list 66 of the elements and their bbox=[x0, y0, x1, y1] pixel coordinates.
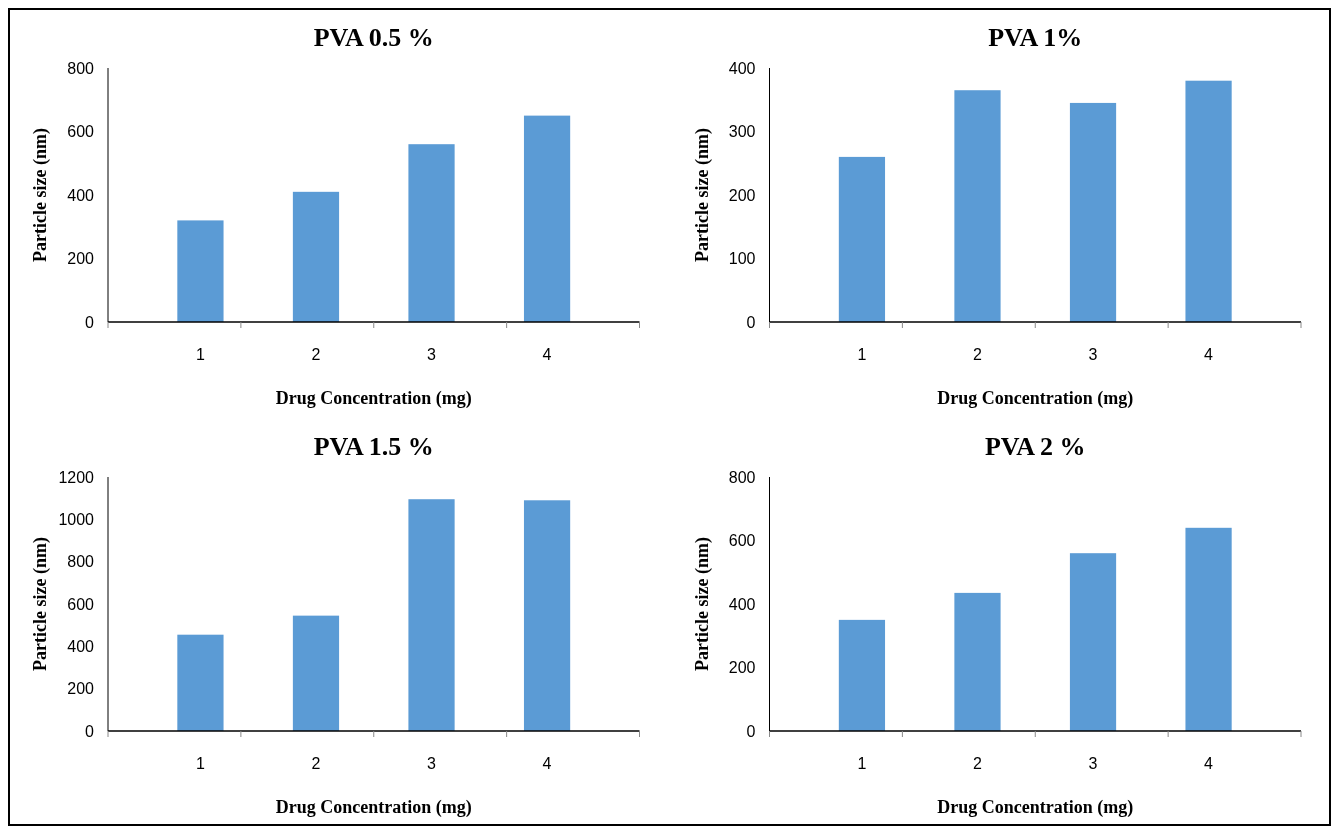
x-tick-label: 1 bbox=[195, 346, 205, 363]
y-tick-label: 0 bbox=[746, 313, 756, 331]
y-tick-label: 400 bbox=[67, 186, 95, 204]
y-tick-label: 600 bbox=[67, 595, 95, 613]
y-tick-label: 400 bbox=[728, 59, 756, 77]
y-tick-label: 800 bbox=[67, 553, 95, 571]
x-tick-label: 2 bbox=[311, 346, 321, 363]
y-tick-label: 800 bbox=[728, 468, 756, 486]
y-tick-label: 0 bbox=[85, 722, 95, 740]
y-tick-label: 200 bbox=[67, 250, 95, 268]
y-tick-label: 400 bbox=[728, 595, 756, 613]
y-tick-label: 200 bbox=[728, 186, 756, 204]
chart-title: PVA 2 % bbox=[984, 432, 1086, 461]
x-tick-label: 1 bbox=[857, 755, 867, 772]
x-tick-label: 3 bbox=[1088, 755, 1098, 772]
bar bbox=[177, 634, 224, 731]
x-tick-label: 2 bbox=[973, 755, 983, 772]
x-tick-label: 2 bbox=[973, 346, 983, 363]
bar bbox=[954, 592, 1001, 731]
y-axis-title: Particle size (nm) bbox=[691, 128, 713, 262]
x-tick-label: 2 bbox=[311, 755, 321, 772]
y-tick-label: 600 bbox=[728, 532, 756, 550]
y-tick-label: 0 bbox=[85, 313, 95, 331]
y-axis-title: Particle size (nm) bbox=[30, 128, 51, 262]
bar bbox=[292, 615, 340, 731]
chart-title: PVA 1.5 % bbox=[313, 432, 434, 461]
y-axis-title: Particle size (nm) bbox=[30, 537, 51, 671]
x-axis-title: Drug Concentration (mg) bbox=[937, 388, 1134, 409]
bar bbox=[838, 619, 886, 731]
y-tick-label: 800 bbox=[67, 59, 95, 77]
y-axis-title: Particle size (nm) bbox=[691, 537, 713, 671]
y-tick-label: 100 bbox=[728, 250, 756, 268]
bar bbox=[1069, 553, 1117, 731]
bar bbox=[1185, 527, 1232, 731]
y-tick-label: 300 bbox=[728, 123, 756, 141]
y-tick-label: 0 bbox=[746, 722, 756, 740]
x-tick-label: 1 bbox=[195, 755, 205, 772]
x-tick-label: 1 bbox=[857, 346, 867, 363]
chart-title: PVA 1% bbox=[988, 23, 1083, 52]
y-tick-label: 1200 bbox=[58, 468, 95, 486]
x-axis-title: Drug Concentration (mg) bbox=[937, 797, 1134, 818]
y-tick-label: 200 bbox=[728, 659, 756, 677]
y-tick-label: 400 bbox=[67, 637, 95, 655]
y-tick-label: 600 bbox=[67, 123, 95, 141]
bar bbox=[292, 191, 340, 322]
bar bbox=[1185, 80, 1232, 322]
x-tick-label: 3 bbox=[1088, 346, 1098, 363]
bar bbox=[1069, 102, 1117, 322]
x-tick-label: 4 bbox=[542, 755, 552, 772]
y-tick-label: 200 bbox=[67, 680, 95, 698]
bar bbox=[523, 115, 571, 322]
x-axis-title: Drug Concentration (mg) bbox=[275, 388, 472, 409]
y-tick-label: 1000 bbox=[58, 510, 95, 528]
bar bbox=[523, 500, 571, 731]
bar bbox=[177, 220, 224, 322]
bar bbox=[838, 156, 886, 322]
bar bbox=[408, 144, 455, 322]
x-tick-label: 4 bbox=[1204, 755, 1214, 772]
x-tick-label: 4 bbox=[1204, 346, 1214, 363]
x-tick-label: 3 bbox=[427, 346, 437, 363]
bar bbox=[954, 90, 1001, 322]
bar bbox=[408, 499, 455, 731]
x-axis-title: Drug Concentration (mg) bbox=[275, 797, 472, 818]
x-tick-label: 4 bbox=[542, 346, 552, 363]
x-tick-label: 3 bbox=[427, 755, 437, 772]
chart-title: PVA 0.5 % bbox=[313, 23, 434, 52]
